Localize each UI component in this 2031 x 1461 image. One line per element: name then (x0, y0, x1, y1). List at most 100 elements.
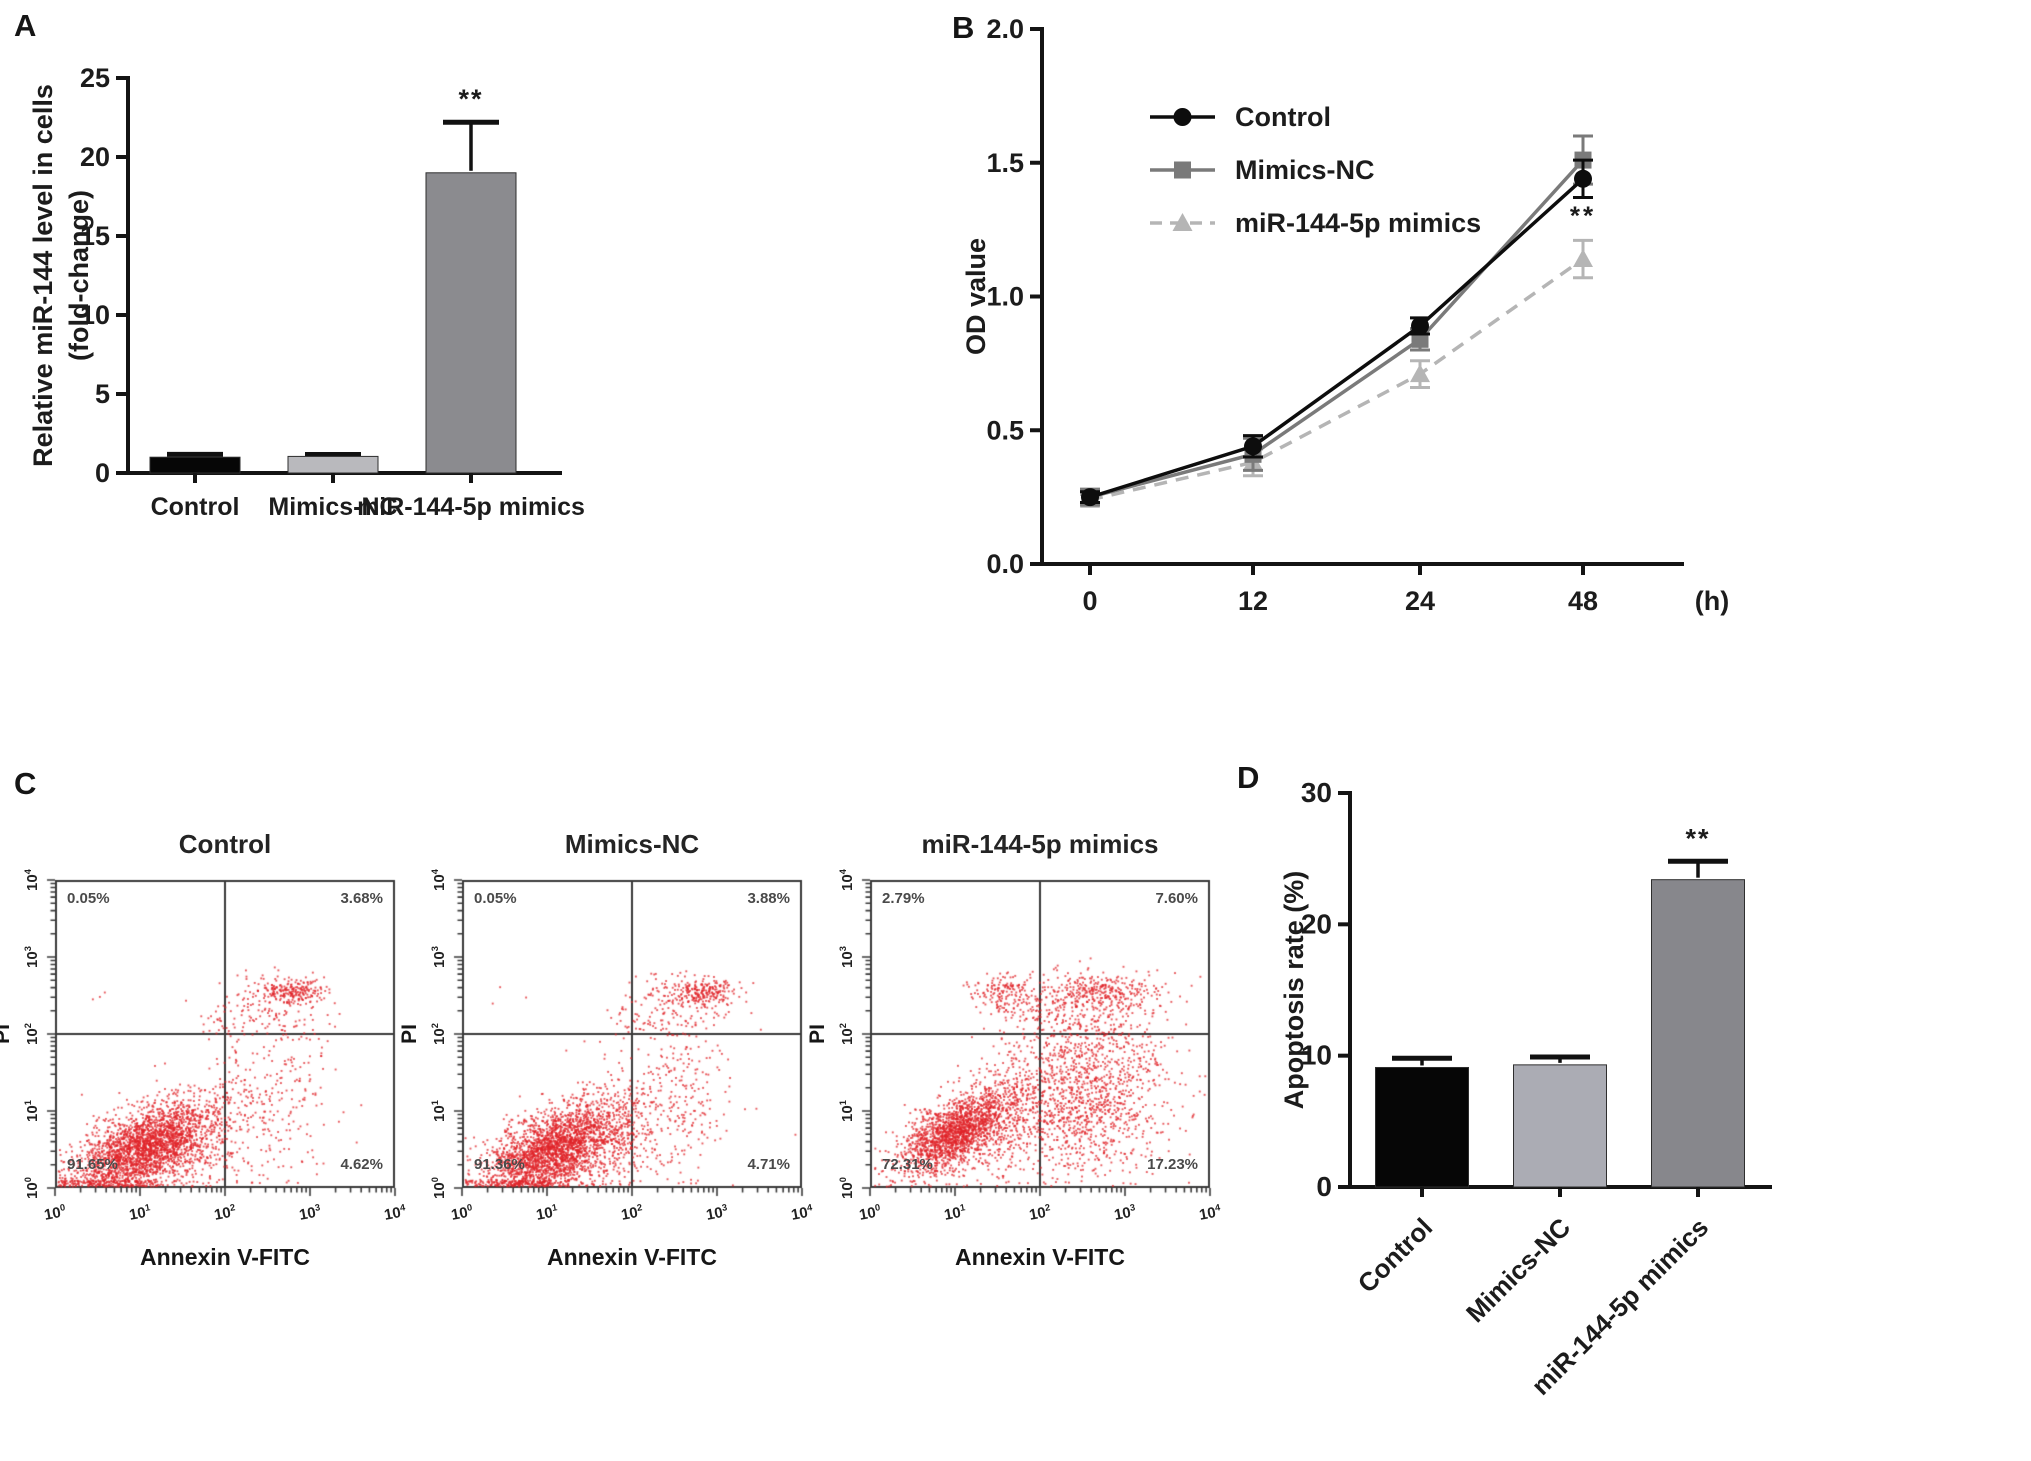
y-tick-label: 100 (838, 1177, 856, 1199)
flow-plot-miR-144-5p mimics: miR-144-5p mimics 2.79% 7.60% 72.31% 17.23% 1… (806, 795, 1260, 1285)
y-tick-label: 0 (1316, 1171, 1332, 1202)
y-tick-label: 101 (23, 1100, 41, 1122)
x-axis-title: Annexin V-FITC (955, 1244, 1125, 1270)
legend-item: miR-144-5p mimics (1150, 208, 1481, 238)
quadrant-lr-percent: 4.62% (340, 1156, 383, 1173)
category-label: Control (151, 493, 240, 521)
legend-label: Mimics-NC (1235, 155, 1375, 185)
bar (1651, 879, 1745, 1188)
series-Control (1080, 158, 1593, 507)
flow-plot-title: Mimics-NC (564, 829, 700, 859)
y-tick-label: 104 (430, 869, 448, 891)
y-tick-label: 0.0 (986, 549, 1024, 579)
bar (425, 172, 517, 474)
quadrant-ll-percent: 91.65% (67, 1156, 118, 1173)
bar-chart-apoptosis-rate: 0 10 20 30 Control Mimics-NC miR-144-5p … (1279, 777, 1772, 1401)
significance-stars: ** (1570, 200, 1596, 230)
y-tick-label: 25 (80, 63, 110, 93)
data-point-circle (1173, 108, 1192, 126)
bar (1513, 1064, 1607, 1188)
significance-stars: ** (1685, 823, 1710, 853)
bar-group: miR-144-5p mimics (357, 119, 585, 521)
y-axis-title: PI (398, 1024, 421, 1044)
quadrant-ur-percent: 3.88% (747, 890, 790, 907)
y-axis-title: PI (806, 1024, 829, 1044)
quadrant-ll-percent: 91.36% (474, 1156, 525, 1173)
x-tick-label: 12 (1238, 586, 1268, 616)
y-tick-label: 15 (80, 221, 110, 251)
y-tick-label: 101 (838, 1100, 856, 1122)
quadrant-ul-percent: 0.05% (67, 890, 110, 907)
y-tick-label: 104 (838, 869, 856, 891)
y-axis: 0.0 0.5 1.0 1.5 2.0 (986, 14, 1044, 579)
y-axis: 0 5 10 15 20 25 (80, 63, 130, 488)
series-Mimics-NC (1080, 134, 1593, 507)
y-tick-label: 104 (23, 869, 41, 891)
y-tick-label: 20 (1301, 908, 1332, 939)
y-tick-label: 103 (430, 946, 448, 968)
flow-plot-title: Control (178, 829, 272, 859)
y-tick-label: 103 (23, 946, 41, 968)
legend-item: Control (1150, 102, 1331, 132)
data-point-circle (1081, 488, 1099, 507)
bar-chart-mir144-level: 0 5 10 15 20 25 Control Mimics-NC miR-14… (28, 63, 585, 521)
quadrant-ur-percent: 7.60% (1155, 890, 1198, 907)
quadrant-ul-percent: 2.79% (882, 890, 925, 907)
bar (1375, 1066, 1469, 1188)
x-axis-title: Annexin V-FITC (547, 1244, 717, 1270)
y-tick-label: 5 (95, 379, 110, 409)
data-point-triangle (1410, 364, 1430, 383)
bar-group: Control (1352, 1055, 1469, 1299)
y-tick-label: 0 (95, 458, 110, 488)
flow-plot-Control: Control 0.05% 3.68% 91.65% 4.62% 100 100 101 101… (0, 795, 445, 1285)
legend-item: Mimics-NC (1150, 155, 1375, 185)
bar (287, 455, 379, 474)
y-tick-label: 100 (430, 1177, 448, 1199)
y-tick-label: 2.0 (986, 14, 1024, 44)
y-tick-label: 102 (430, 1023, 448, 1045)
y-axis-title: OD value (961, 238, 991, 355)
y-axis: 0 10 20 30 (1301, 777, 1352, 1202)
data-point-circle (1574, 169, 1592, 188)
significance-stars: ** (458, 84, 483, 114)
bar-group: Mimics-NC (1460, 1054, 1607, 1328)
data-point-triangle (1573, 249, 1593, 268)
y-axis-title: Relative miR-144 level in cells (28, 84, 58, 467)
quadrant-lr-percent: 4.71% (747, 1156, 790, 1173)
data-point-triangle (1172, 213, 1193, 231)
bar (149, 456, 241, 474)
y-tick-label: 10 (80, 300, 110, 330)
panel-d-label: D (1237, 760, 1260, 795)
y-axis-title: PI (0, 1024, 14, 1044)
y-tick-label: 102 (838, 1023, 856, 1045)
panel-b-label: B (952, 10, 975, 45)
y-tick-label: 1.0 (986, 282, 1024, 312)
y-tick-label: 30 (1301, 777, 1332, 808)
data-point-square (1174, 161, 1191, 179)
x-axis: 0 12 24 48 (h) (1040, 562, 1729, 616)
line-chart-od-value: 0.0 0.5 1.0 1.5 2.0 0 12 24 48 (h) (961, 14, 1729, 616)
x-tick-label: 0 (1082, 586, 1097, 616)
category-label: Mimics-NC (1460, 1212, 1576, 1328)
y-tick-label: 100 (23, 1177, 41, 1199)
legend-label: miR-144-5p mimics (1235, 208, 1481, 238)
quadrant-ll-percent: 72.31% (882, 1156, 933, 1173)
y-tick-label: 102 (23, 1023, 41, 1045)
y-tick-label: 10 (1301, 1040, 1332, 1071)
x-axis-unit: (h) (1695, 586, 1729, 616)
legend-label: Control (1235, 102, 1331, 132)
y-axis-title: (fold-change) (64, 190, 94, 361)
quadrant-ul-percent: 0.05% (474, 890, 517, 907)
bar-group: Control (149, 451, 241, 521)
category-label: miR-144-5p mimics (357, 493, 585, 521)
scatter-dots-canvas (41, 874, 409, 1218)
panel-c-label: C (14, 766, 37, 801)
y-tick-label: 20 (80, 142, 110, 172)
category-label: Control (1352, 1212, 1439, 1299)
category-label: Mimics-NC (268, 493, 397, 521)
data-point-circle (1411, 316, 1429, 335)
x-tick-label: 48 (1568, 586, 1598, 616)
series-miR-144-5p mimics (1080, 238, 1593, 508)
data-point-circle (1244, 437, 1262, 456)
